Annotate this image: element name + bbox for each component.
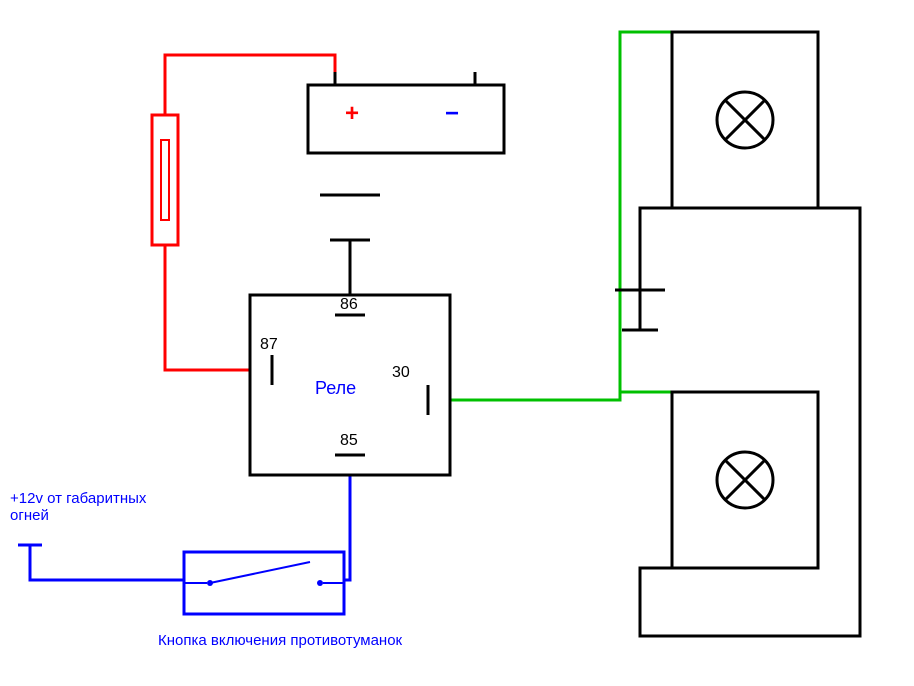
switch-contact-right: [317, 580, 323, 586]
wire-blue-switch-to-12v: [30, 545, 184, 580]
switch-label: Кнопка включения противотуманок: [158, 632, 402, 649]
relay-label: Реле: [315, 378, 356, 399]
wire-red-fuse-to-relay87: [165, 245, 250, 370]
input-12v-label: +12v от габаритных огней: [10, 490, 146, 524]
battery-minus-label: −: [445, 100, 459, 128]
switch-lever: [210, 562, 310, 583]
fuse-inner: [161, 140, 169, 220]
relay-pin30-label: 30: [392, 364, 410, 382]
battery-box: [308, 85, 504, 153]
relay-pin86-label: 86: [340, 296, 358, 314]
wire-black-ground2-branch: [640, 208, 672, 290]
relay-pin85-label: 85: [340, 432, 358, 450]
fuse-outer: [152, 115, 178, 245]
battery-plus-label: +: [345, 100, 359, 128]
relay-pin87-label: 87: [260, 336, 278, 354]
